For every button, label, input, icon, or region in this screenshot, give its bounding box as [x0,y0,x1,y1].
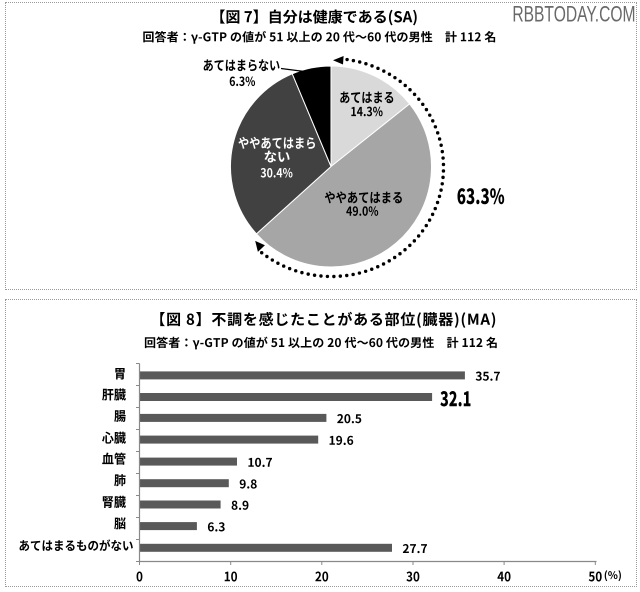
svg-text:RBBTODAY.COM: RBBTODAY.COM [512,3,635,27]
